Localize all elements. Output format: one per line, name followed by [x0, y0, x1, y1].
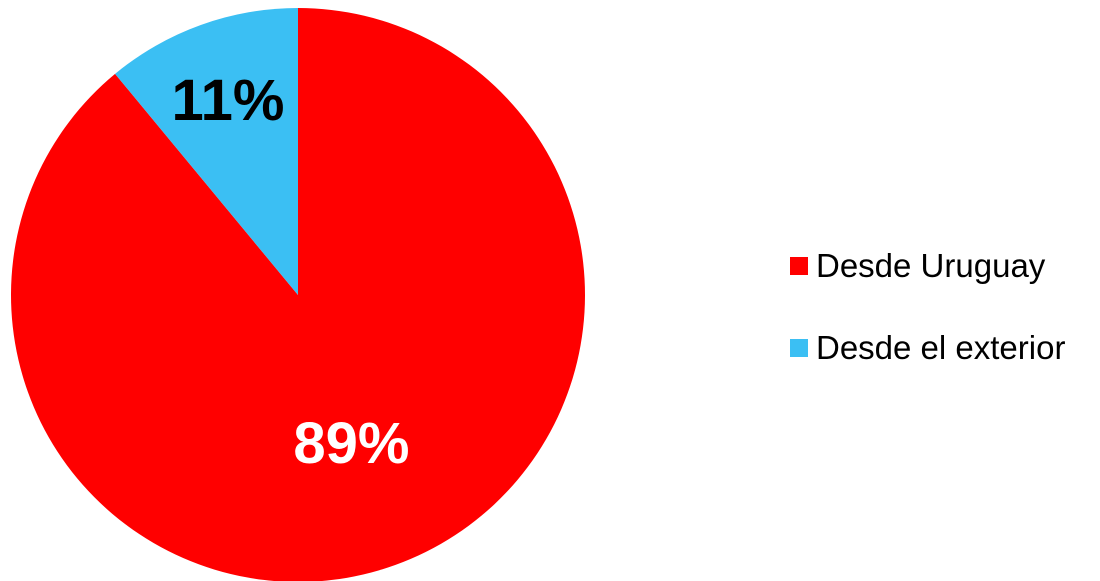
- legend-swatch-desde-uruguay: [790, 257, 808, 275]
- legend-item-desde-uruguay: Desde Uruguay: [790, 246, 1065, 286]
- pie-data-labels: 89% 11%: [172, 68, 410, 476]
- data-label-desde-uruguay: 89%: [293, 411, 409, 476]
- pie-slices: [11, 8, 585, 581]
- legend-label-desde-uruguay: Desde Uruguay: [816, 247, 1046, 284]
- legend-label-desde-el-exterior: Desde el exterior: [816, 329, 1066, 366]
- chart-legend: Desde Uruguay Desde el exterior: [790, 246, 1065, 410]
- pie-chart: 89% 11%: [11, 8, 585, 581]
- pie-slice-desde-el-exterior: [115, 8, 298, 295]
- pie-slice-desde-uruguay: [11, 8, 585, 581]
- legend-swatch-desde-el-exterior: [790, 339, 808, 357]
- legend-item-desde-el-exterior: Desde el exterior: [790, 328, 1065, 368]
- data-label-desde-el-exterior: 11%: [172, 68, 285, 133]
